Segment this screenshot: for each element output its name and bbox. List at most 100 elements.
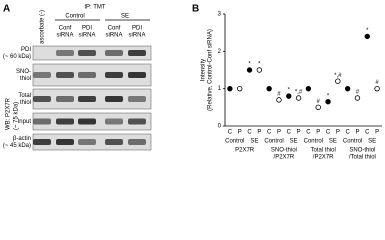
x-tick-label: C [326,130,331,136]
blot-band [128,118,146,125]
lane-label: siRNA [78,33,95,39]
x-tick-label: C [306,130,311,136]
blot-band [128,72,146,78]
blot-band [105,96,123,102]
condition-label: SE [329,139,337,145]
y-tick-label: 1 [218,86,222,92]
blot-band [56,96,74,102]
blot-band [33,139,51,145]
x-tick-label: P [238,130,242,136]
blot-band [33,96,51,102]
condition-label: SE [290,139,298,145]
group-label: SNO-thiol [271,148,297,154]
annotation: * [327,93,330,99]
point [237,85,243,92]
ip-label: IP: TMT [84,5,106,11]
point [354,95,361,101]
annotation: *,# [334,73,342,79]
group-label: /Total thiol [349,155,376,161]
point [344,85,351,92]
lane-label: siRNA [56,33,73,39]
lane-label: ascorbate (-) [40,10,46,44]
blot-band [105,139,123,145]
y-tick-label: 2 [218,49,222,55]
lane-label: siRNA [105,33,122,39]
blot-band [105,118,123,125]
y-axis-label: (Relative, Control-Conf siRNA) [208,29,214,111]
blot-band [56,50,74,56]
row-label: SNO- [16,69,31,75]
blots: ConfsiRNAPDIsiRNAConfsiRNAPDIsiRNAPDI(~ … [3,26,152,151]
x-tick-label: C [287,130,292,136]
blot-band [128,50,146,56]
row-label: β-actin [13,136,31,142]
group-label: P2X7R [235,148,255,154]
annotation: # [375,80,379,86]
condition: Control [65,14,84,20]
blot-band [78,139,96,145]
row-label: PDI [21,47,31,53]
row-label: thiol [20,76,31,82]
panel-a: A IP: TMT Control SE ascorbate (-) WB: P… [3,4,152,151]
annotation: * [258,62,261,68]
annotation: *,# [295,90,303,96]
point [266,85,272,92]
group-label: SNO-thiol [349,148,375,154]
blot-band [78,72,96,78]
lane-label: Conf [59,26,72,32]
condition-label: Control [264,139,283,145]
point [325,99,331,105]
blot-band [78,50,96,56]
lane-label: PDI [132,26,142,32]
point [335,78,341,84]
blot-band [105,50,123,56]
panel-b: B Intensity (Relative, Control-Conf siRNA)… [192,4,382,161]
y-tick-label: 0 [218,124,222,130]
x-tick-label: P [336,130,340,136]
annotation: * [366,28,369,34]
x-tick-label: P [375,130,379,136]
panel-label: A [3,4,10,15]
point [286,93,292,99]
blot-band [128,139,146,145]
panel-label: B [192,4,199,15]
point [305,85,312,92]
annotation: # [356,90,360,96]
x-tick-label: P [257,130,261,136]
x-tick-label: P [316,130,320,136]
condition-label: Control [343,139,362,145]
annotation: * [248,62,251,68]
condition-label: SE [368,139,376,145]
row-label: Total [18,93,31,99]
row-label: (~ 60 kDa) [3,54,31,60]
point [246,67,253,73]
row-label: thiol [20,100,31,106]
x-tick-label: C [365,130,370,136]
lane-label: Conf [108,26,121,32]
blot-band [56,139,74,145]
blot-band [56,118,74,125]
row-label: Input [18,119,32,125]
blot-band [56,72,74,78]
x-tick-label: C [345,130,350,136]
lane-label: siRNA [128,33,145,39]
x-tick-label: P [277,130,281,136]
annotation: * [288,88,291,94]
group-label: /P2X7R [313,155,334,161]
annotation: # [317,99,321,105]
lane-label: PDI [82,26,92,32]
group-label: /P2X7R [274,155,295,161]
x-tick-label: P [355,130,359,136]
wb-label: WB: P2X7R [6,97,12,130]
row-label: (~ 45 kDa) [3,143,31,149]
point [276,97,282,103]
x-tick-label: C [267,130,272,136]
blot-band [105,72,123,78]
blot-band [128,96,146,102]
condition: SE [121,14,129,20]
point [364,33,370,40]
condition-label: Control [304,139,323,145]
figure: A IP: TMT Control SE ascorbate (-) WB: P… [3,4,382,161]
point [227,85,233,92]
point [295,95,302,101]
